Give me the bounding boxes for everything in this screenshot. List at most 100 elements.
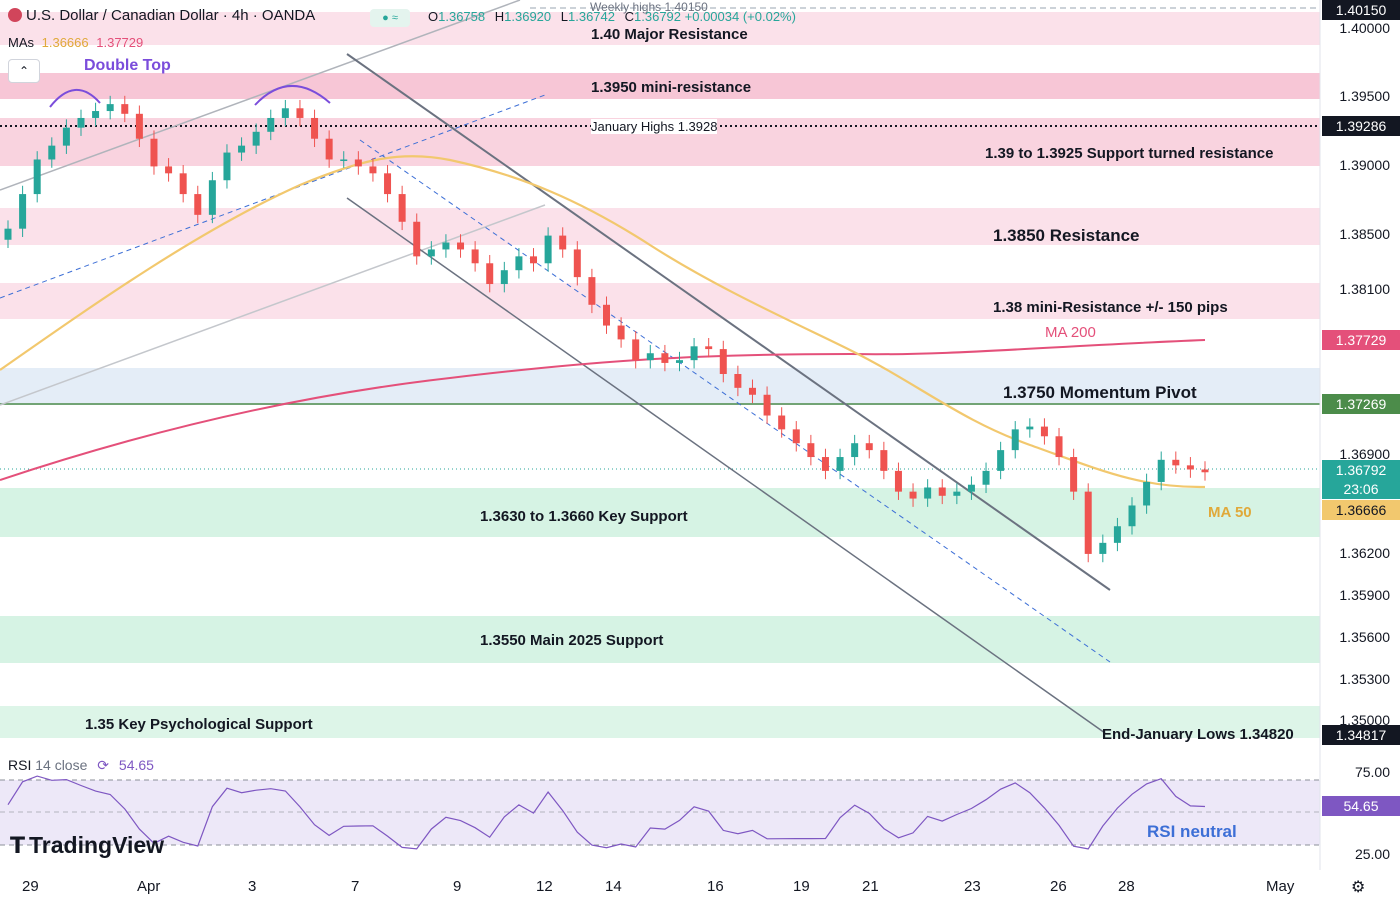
candle-body [500, 270, 508, 285]
candle-body [705, 346, 713, 350]
mini-resistance-138-label: 1.38 mini-Resistance +/- 150 pips [993, 299, 1228, 316]
candle-body [792, 429, 800, 444]
candle-body [617, 325, 625, 340]
mas-legend[interactable]: MAs 1.36666 1.37729 [8, 35, 144, 50]
time-tick: 26 [1050, 878, 1067, 895]
time-tick: 29 [22, 878, 39, 895]
support-turned-resistance-label: 1.39 to 1.3925 Support turned resistance [985, 145, 1274, 162]
price-tick: 1.39000 [1339, 157, 1390, 173]
candle-body [719, 349, 727, 374]
ma50-line [0, 155, 1206, 489]
channel-lower-line [346, 197, 1106, 734]
candle-body [1070, 457, 1078, 492]
price-tick: 1.38500 [1339, 226, 1390, 242]
loading-icon: ⟳ [97, 757, 110, 773]
collapse-legend-button[interactable]: ⌃ [8, 59, 40, 83]
candle-body [442, 242, 450, 250]
candle-body [106, 104, 114, 112]
price-tick: 1.35900 [1339, 587, 1390, 603]
candle-body [325, 138, 333, 160]
candle-body [690, 346, 698, 361]
candle-body [1099, 542, 1107, 554]
candle-body [880, 450, 888, 471]
time-tick: 21 [862, 878, 879, 895]
resistance-1385-label: 1.3850 Resistance [993, 226, 1140, 245]
pivot-badge: 1.37269 [1322, 394, 1400, 414]
candle-body [836, 457, 844, 471]
candle-body [340, 159, 348, 161]
double-top-arc-left [49, 88, 101, 108]
candle-body [646, 353, 654, 361]
ma50-label: MA 50 [1208, 504, 1252, 521]
candle-body [267, 117, 275, 132]
january-highs-label: January Highs 1.3928 [591, 119, 718, 134]
candle-body [953, 491, 961, 496]
status-dot-icon: ● ≈ [370, 9, 410, 27]
candle-body [763, 394, 771, 416]
candle-body [1113, 526, 1121, 543]
candle-body [1084, 491, 1092, 554]
candle-body [967, 484, 975, 492]
candle-body [675, 360, 683, 363]
candle-body [748, 387, 756, 395]
upper-rising-line [0, 0, 521, 191]
rsi-legend-value: 54.65 [118, 757, 154, 773]
channel-upper-line [346, 53, 1111, 591]
candle-body [1026, 426, 1034, 430]
rsi-legend[interactable]: RSI 14 close ⟳ 54.65 [8, 757, 154, 773]
candle-body [1157, 459, 1165, 482]
candle-body [179, 173, 187, 195]
double-top-label: Double Top [84, 57, 171, 74]
ma50-badge: 1.36666 [1322, 500, 1400, 520]
ohlc-readout: O1.36758 H1.36920 L1.36742 C1.36792 +0.0… [428, 9, 796, 24]
candle-body [457, 242, 465, 250]
candle-body [632, 339, 640, 361]
momentum-pivot-label: 1.3750 Momentum Pivot [1003, 383, 1197, 402]
zone-psych-support [0, 706, 1320, 738]
flag-icon [8, 8, 22, 22]
candle-body [1040, 426, 1048, 437]
candle-body [924, 487, 932, 499]
candle-body [1186, 465, 1194, 470]
candle-body [778, 415, 786, 430]
weekly-high-badge: 1.40150 [1322, 0, 1400, 20]
tradingview-logo[interactable]: 𝗧 TradingView [10, 832, 165, 858]
january-high-badge: 1.39286 [1322, 116, 1400, 136]
candle-body [398, 194, 406, 222]
candle-body [77, 117, 85, 128]
candle-body [1201, 469, 1209, 473]
main-support-label: 1.3550 Main 2025 Support [480, 632, 664, 649]
time-tick: 7 [351, 878, 360, 895]
candle-body [1172, 459, 1180, 466]
candle-body [938, 487, 946, 496]
candle-body [238, 145, 246, 153]
candle-body [997, 450, 1005, 471]
candle-body [1055, 436, 1063, 458]
candle-body [982, 470, 990, 485]
candle-body [4, 228, 12, 240]
key-support-label: 1.3630 to 1.3660 Key Support [480, 508, 688, 525]
candle-body [851, 443, 859, 458]
lower-rising-line [0, 204, 546, 406]
candle-body [544, 235, 552, 264]
candle-body [19, 194, 27, 229]
candle-body [909, 491, 917, 499]
time-tick: May [1266, 878, 1295, 895]
price-tick: 1.35600 [1339, 629, 1390, 645]
candle-body [1128, 505, 1136, 527]
rsi-line [7, 775, 1206, 850]
settings-gear-icon[interactable]: ⚙ [1351, 879, 1366, 896]
zone-1375-pivot [0, 368, 1320, 405]
ma200-badge: 1.37729 [1322, 330, 1400, 350]
price-tick: 1.39500 [1339, 88, 1390, 104]
symbol-title[interactable]: U.S. Dollar / Canadian Dollar · 4h · OAN… [8, 7, 315, 24]
time-tick: 19 [793, 878, 810, 895]
rsi-neutral-label: RSI neutral [1147, 822, 1237, 841]
rsi-tick: 25.00 [1354, 846, 1390, 862]
end-jan-lows-label: End-January Lows 1.34820 [1102, 726, 1294, 743]
candle-body [559, 235, 567, 250]
mini-resistance-label: 1.3950 mini-resistance [591, 79, 752, 96]
time-tick: 9 [453, 878, 462, 895]
candle-body [471, 249, 479, 264]
